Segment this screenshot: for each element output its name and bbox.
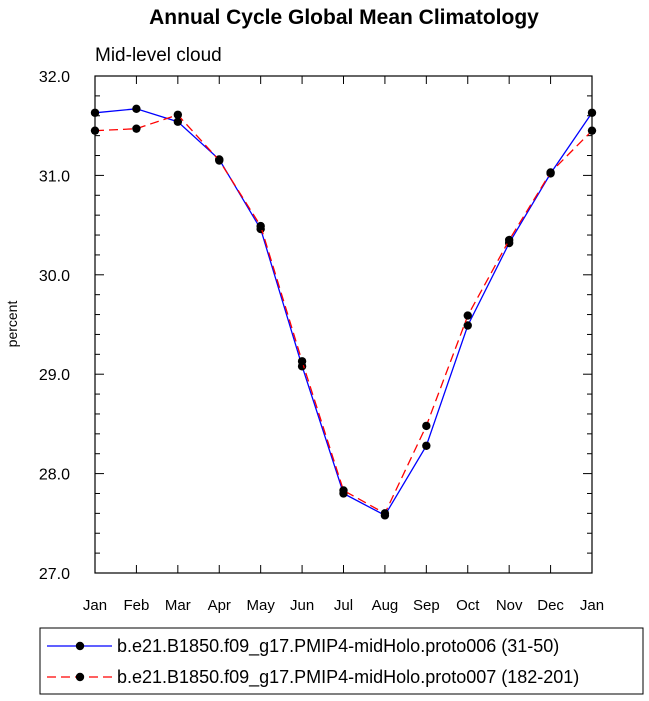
legend-label: b.e21.B1850.f09_g17.PMIP4-midHolo.proto0… — [117, 667, 579, 688]
legend-marker — [75, 672, 85, 682]
legend-marker — [75, 641, 85, 651]
data-point — [504, 235, 514, 245]
series-line — [94, 108, 593, 517]
data-point — [422, 421, 431, 431]
series-2 — [90, 110, 597, 518]
x-tick-label: Aug — [372, 597, 399, 614]
data-point — [132, 124, 141, 133]
series-line — [94, 114, 593, 515]
x-tick-label: Nov — [496, 597, 523, 614]
x-tick-label: Jan — [83, 597, 107, 614]
y-tick-label: 32.0 — [39, 69, 70, 86]
x-tick-label: Jun — [290, 597, 314, 614]
data-point — [463, 321, 472, 330]
y-tick-label: 31.0 — [39, 168, 70, 185]
y-tick-label: 28.0 — [39, 467, 70, 484]
x-tick-label: Mar — [165, 597, 191, 614]
data-point — [90, 126, 100, 135]
legend-box — [39, 627, 644, 695]
chart-title: Annual Cycle Global Mean Climatology — [149, 6, 539, 29]
data-point — [339, 486, 348, 495]
x-tick-label: Apr — [208, 597, 231, 614]
x-tick-label: May — [246, 597, 275, 614]
data-point — [463, 311, 472, 320]
data-point — [422, 441, 431, 450]
data-point — [297, 357, 307, 366]
x-tick-label: Dec — [537, 597, 564, 614]
series-layer — [90, 104, 597, 520]
legend-label: b.e21.B1850.f09_g17.PMIP4-midHolo.proto0… — [117, 636, 559, 657]
x-tick-label: Feb — [123, 597, 149, 614]
data-point — [90, 108, 100, 117]
y-tick-label: 27.0 — [39, 566, 70, 583]
chart-subtitle: Mid-level cloud — [95, 45, 222, 66]
axes: Jan Feb Mar Apr May Jun Jul Aug Sep Oct Nov Dec Jan 2… — [39, 69, 604, 614]
legend: b.e21.B1850.f09_g17.PMIP4-midHolo.proto0… — [39, 627, 644, 695]
x-tick-label: Jul — [334, 597, 353, 614]
y-tick-label: 30.0 — [39, 268, 70, 285]
data-point — [546, 168, 555, 177]
x-tick-label: Jan — [580, 597, 604, 614]
y-axis-label: percent — [4, 301, 20, 348]
series-1 — [90, 104, 597, 520]
y-tick-label: 29.0 — [39, 367, 70, 384]
data-point — [215, 156, 224, 165]
data-point — [380, 509, 390, 518]
x-tick-label: Sep — [413, 597, 440, 614]
data-point — [587, 108, 597, 117]
plot-frame — [94, 75, 593, 574]
data-point — [173, 110, 183, 119]
data-point — [587, 126, 597, 135]
data-point — [132, 104, 141, 114]
data-point — [256, 221, 265, 231]
data-point — [173, 117, 183, 126]
x-tick-label: Oct — [456, 597, 480, 614]
